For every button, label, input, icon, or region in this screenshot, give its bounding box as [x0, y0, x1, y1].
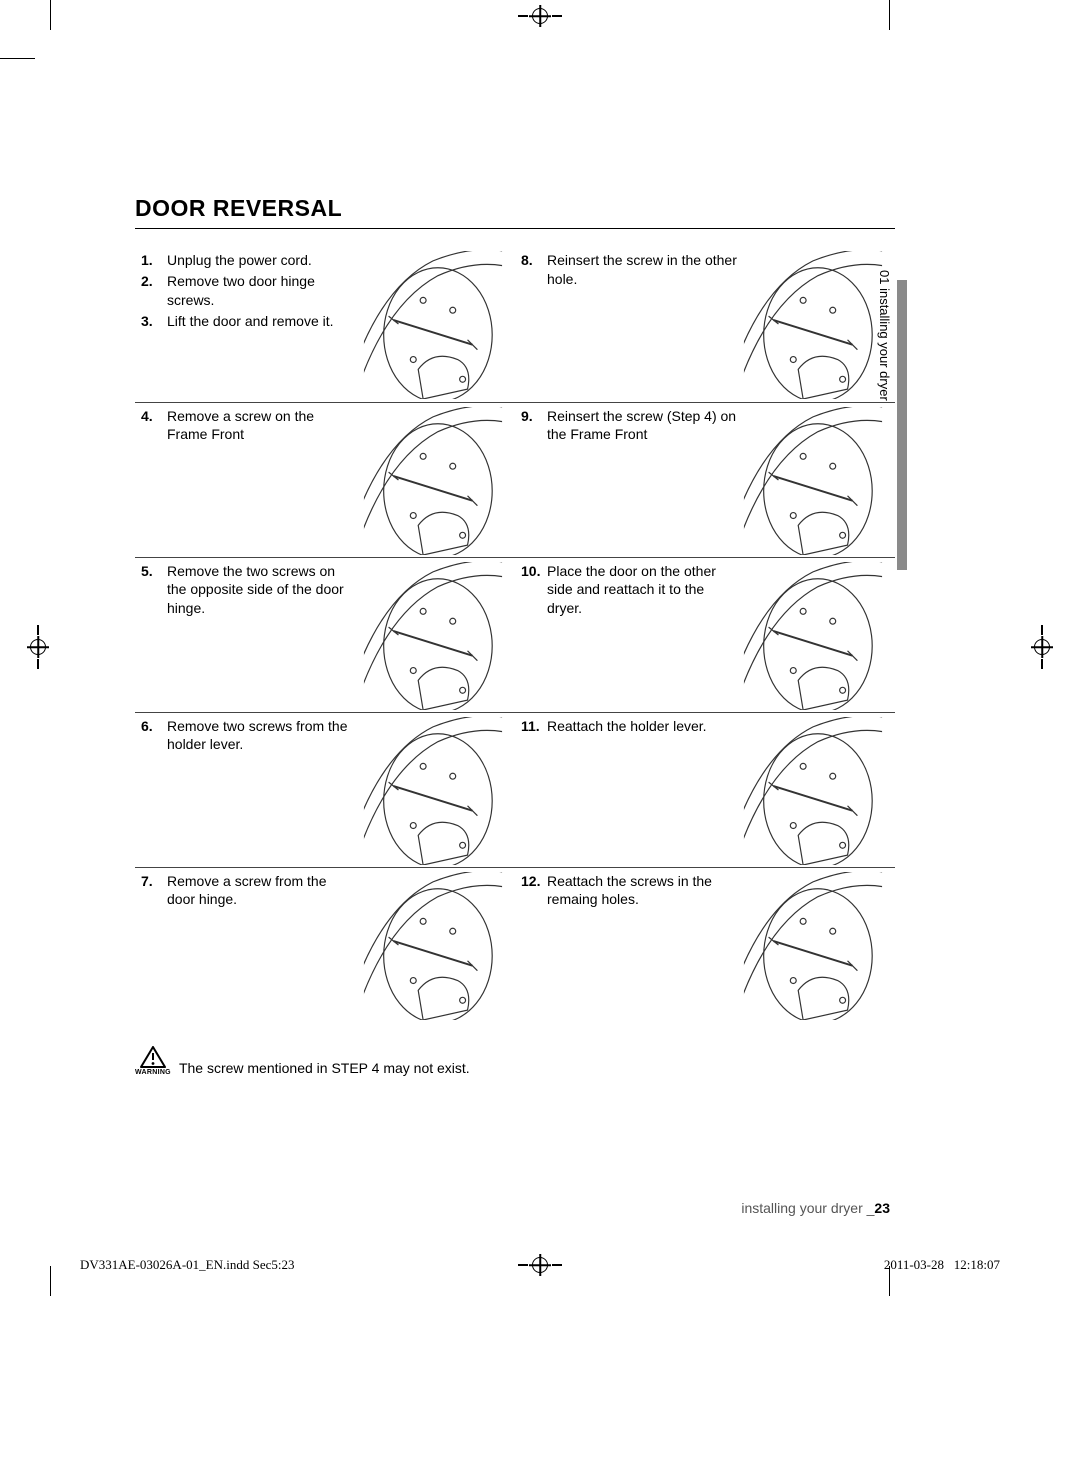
- step-diagram: [363, 872, 503, 1020]
- bleed-time: 12:18:07: [954, 1257, 1000, 1272]
- bleed-file: DV331AE-03026A-01_EN.indd Sec5:23: [80, 1257, 294, 1273]
- step-text: Unplug the power cord.: [167, 252, 312, 268]
- warning-label: WARNING: [135, 1069, 171, 1076]
- step-item: 12.Reattach the screws in the remaing ho…: [547, 872, 737, 910]
- step-text: Reinsert the screw in the other hole.: [547, 252, 737, 287]
- step-diagram: [743, 562, 883, 710]
- step-number: 11.: [521, 717, 540, 736]
- step-number: 6.: [141, 717, 153, 736]
- registration-mark-right: [1034, 625, 1050, 669]
- step-text: Remove a screw on the Frame Front: [167, 408, 314, 443]
- step-number: 9.: [521, 407, 533, 426]
- bleed-date: 2011-03-28: [884, 1257, 944, 1272]
- step-item: 10.Place the door on the other side and …: [547, 562, 737, 619]
- step-number: 7.: [141, 872, 153, 891]
- step-number: 4.: [141, 407, 153, 426]
- crop-mark: [50, 0, 51, 30]
- step-text: Reinsert the screw (Step 4) on the Frame…: [547, 408, 736, 443]
- step-text: Reattach the screws in the remaing holes…: [547, 873, 712, 908]
- bleed-info: DV331AE-03026A-01_EN.indd Sec5:23 2011-0…: [80, 1257, 1000, 1273]
- step-number: 2.: [141, 272, 153, 291]
- warning-text: The screw mentioned in STEP 4 may not ex…: [179, 1060, 470, 1076]
- step-item: 3.Lift the door and remove it.: [167, 312, 357, 331]
- registration-mark-left: [30, 625, 46, 669]
- step-text: Remove the two screws on the opposite si…: [167, 563, 344, 617]
- crop-mark: [889, 0, 890, 30]
- step-diagram: [743, 717, 883, 865]
- step-item: 6.Remove two screws from the holder leve…: [167, 717, 357, 755]
- step-diagram: [743, 407, 883, 555]
- crop-mark: [50, 1266, 51, 1296]
- step-diagram: [743, 872, 883, 1020]
- step-diagram: [743, 251, 883, 399]
- step-number: 1.: [141, 251, 153, 270]
- step-item: 4.Remove a screw on the Frame Front: [167, 407, 357, 445]
- step-item: 9.Reinsert the screw (Step 4) on the Fra…: [547, 407, 737, 445]
- step-number: 3.: [141, 312, 153, 331]
- step-diagram: [363, 717, 503, 865]
- step-text: Place the door on the other side and rea…: [547, 563, 716, 617]
- page-title: DOOR REVERSAL: [135, 195, 895, 229]
- step-number: 10.: [521, 562, 540, 581]
- step-number: 8.: [521, 251, 533, 270]
- step-text: Remove two door hinge screws.: [167, 273, 315, 308]
- footer-section: installing your dryer _23: [741, 1200, 890, 1216]
- registration-mark-top: [518, 8, 562, 24]
- step-item: 11.Reattach the holder lever.: [547, 717, 737, 736]
- step-item: 5.Remove the two screws on the opposite …: [167, 562, 357, 619]
- step-text: Remove a screw from the door hinge.: [167, 873, 327, 908]
- step-item: 7.Remove a screw from the door hinge.: [167, 872, 357, 910]
- warning-row: WARNING The screw mentioned in STEP 4 ma…: [135, 1046, 895, 1076]
- step-item: 8.Reinsert the screw in the other hole.: [547, 251, 737, 289]
- step-text: Reattach the holder lever.: [547, 718, 707, 734]
- step-item: 2.Remove two door hinge screws.: [167, 272, 357, 310]
- step-number: 12.: [521, 872, 540, 891]
- step-item: 1.Unplug the power cord.: [167, 251, 357, 270]
- step-diagram: [363, 562, 503, 710]
- steps-table: 1.Unplug the power cord.2.Remove two doo…: [135, 247, 895, 1022]
- step-diagram: [363, 407, 503, 555]
- step-number: 5.: [141, 562, 153, 581]
- warning-icon: WARNING: [135, 1046, 171, 1076]
- step-diagram: [363, 251, 503, 399]
- page-content: DOOR REVERSAL 1.Unplug the power cord.2.…: [135, 195, 895, 1076]
- step-text: Remove two screws from the holder lever.: [167, 718, 348, 753]
- step-text: Lift the door and remove it.: [167, 313, 334, 329]
- crop-mark: [0, 58, 35, 59]
